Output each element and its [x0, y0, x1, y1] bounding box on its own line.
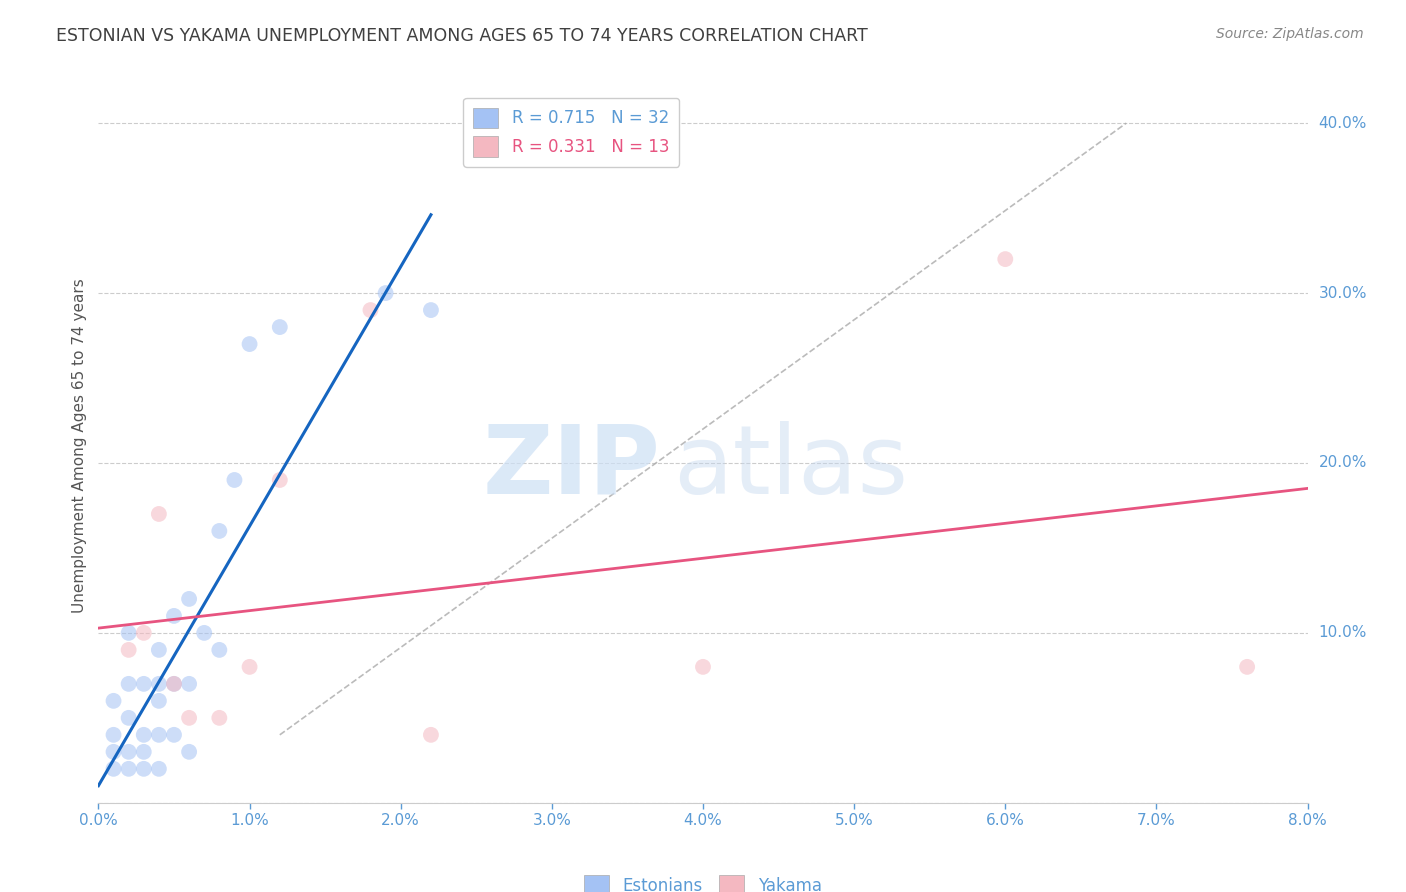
- Point: [163, 608, 186, 623]
- Point: [193, 626, 215, 640]
- Point: [118, 745, 141, 759]
- Point: [148, 762, 170, 776]
- Point: [239, 337, 262, 351]
- Point: [179, 677, 201, 691]
- Point: [118, 643, 141, 657]
- Text: 10.0%: 10.0%: [1319, 625, 1367, 640]
- Text: 20.0%: 20.0%: [1319, 456, 1367, 470]
- Point: [179, 745, 201, 759]
- Point: [208, 711, 231, 725]
- Point: [132, 762, 155, 776]
- Point: [163, 728, 186, 742]
- Point: [148, 694, 170, 708]
- Point: [419, 728, 441, 742]
- Point: [179, 711, 201, 725]
- Y-axis label: Unemployment Among Ages 65 to 74 years: Unemployment Among Ages 65 to 74 years: [72, 278, 87, 614]
- Text: atlas: atlas: [672, 421, 908, 514]
- Point: [269, 473, 291, 487]
- Point: [103, 694, 125, 708]
- Point: [419, 303, 441, 318]
- Text: Source: ZipAtlas.com: Source: ZipAtlas.com: [1216, 27, 1364, 41]
- Point: [132, 745, 155, 759]
- Point: [118, 762, 141, 776]
- Text: 40.0%: 40.0%: [1319, 116, 1367, 131]
- Point: [132, 677, 155, 691]
- Point: [224, 473, 246, 487]
- Point: [148, 677, 170, 691]
- Point: [359, 303, 381, 318]
- Point: [163, 677, 186, 691]
- Point: [118, 677, 141, 691]
- Point: [994, 252, 1017, 266]
- Point: [692, 660, 714, 674]
- Point: [239, 660, 262, 674]
- Point: [103, 728, 125, 742]
- Point: [132, 728, 155, 742]
- Point: [374, 286, 396, 301]
- Point: [1236, 660, 1258, 674]
- Point: [179, 591, 201, 606]
- Point: [118, 626, 141, 640]
- Point: [103, 762, 125, 776]
- Point: [103, 745, 125, 759]
- Legend: Estonians, Yakama: Estonians, Yakama: [578, 868, 828, 892]
- Point: [208, 524, 231, 538]
- Point: [148, 728, 170, 742]
- Point: [148, 643, 170, 657]
- Text: ZIP: ZIP: [482, 421, 661, 514]
- Text: ESTONIAN VS YAKAMA UNEMPLOYMENT AMONG AGES 65 TO 74 YEARS CORRELATION CHART: ESTONIAN VS YAKAMA UNEMPLOYMENT AMONG AG…: [56, 27, 868, 45]
- Point: [163, 677, 186, 691]
- Point: [269, 320, 291, 334]
- Point: [118, 711, 141, 725]
- Point: [132, 626, 155, 640]
- Point: [148, 507, 170, 521]
- Point: [208, 643, 231, 657]
- Text: 30.0%: 30.0%: [1319, 285, 1367, 301]
